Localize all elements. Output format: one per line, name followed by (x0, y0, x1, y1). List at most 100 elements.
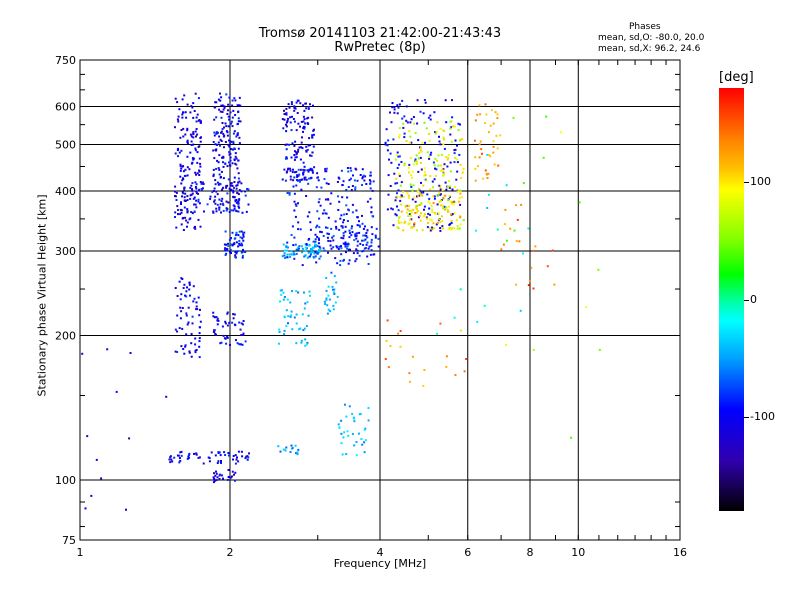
echo-point (232, 142, 235, 145)
echo-point (354, 260, 357, 263)
echo-point (364, 427, 367, 430)
echo-point (215, 316, 218, 319)
echo-point (180, 310, 183, 313)
echo-point (306, 122, 309, 124)
echo-point (184, 344, 187, 347)
echo-point (246, 188, 249, 190)
echo-point (223, 337, 226, 340)
echo-point (360, 438, 363, 440)
echo-point (336, 181, 339, 183)
echo-point (487, 172, 490, 175)
echo-point (215, 167, 218, 170)
echo-point (442, 207, 445, 210)
echo-point (429, 118, 432, 121)
echo-point (418, 204, 421, 206)
echo-point (225, 125, 228, 128)
echo-point (412, 163, 415, 166)
echo-point (422, 112, 425, 115)
echo-point (193, 297, 196, 300)
echo-point (289, 451, 292, 453)
echo-point (404, 221, 407, 223)
echo-point (222, 334, 225, 337)
echo-point (287, 315, 290, 318)
echo-point (202, 462, 205, 465)
echo-point (213, 118, 216, 121)
echo-point (396, 225, 399, 228)
echo-point (435, 131, 438, 133)
echo-point (397, 221, 400, 224)
echo-point (208, 457, 211, 460)
echo-point (302, 115, 305, 118)
echo-point (419, 214, 421, 217)
echo-point (192, 133, 195, 135)
echo-point (230, 122, 233, 125)
echo-point (391, 208, 394, 211)
echo-point (358, 413, 361, 416)
echo-point (228, 238, 231, 241)
echo-point (400, 210, 403, 213)
echo-point (317, 201, 320, 204)
echo-point (231, 162, 234, 165)
echo-point (215, 101, 218, 104)
echo-point (179, 175, 182, 178)
echo-point (178, 457, 181, 459)
echo-point (307, 182, 310, 185)
echo-point (285, 245, 288, 248)
echo-point (291, 115, 293, 118)
echo-point (448, 186, 451, 189)
echo-point (440, 153, 443, 156)
echo-point (199, 326, 201, 329)
echo-point (186, 103, 189, 106)
echo-point (292, 251, 295, 254)
echo-point (226, 165, 229, 168)
echo-point (334, 220, 337, 223)
echo-point (399, 345, 402, 348)
echo-point (353, 420, 356, 423)
echo-point (213, 157, 216, 160)
echo-point (342, 237, 345, 240)
echo-point (426, 151, 429, 154)
echo-point (294, 171, 296, 174)
echo-point (366, 236, 369, 239)
echo-point (238, 343, 241, 346)
echo-point (288, 143, 291, 146)
echo-point (344, 225, 347, 228)
echo-point (408, 171, 411, 174)
echo-point (393, 106, 396, 109)
echo-point (448, 195, 451, 198)
echo-point (291, 447, 294, 450)
echo-point (194, 149, 197, 152)
echo-point (371, 189, 374, 192)
echo-point (515, 240, 518, 243)
echo-point (434, 132, 437, 135)
echo-point (283, 254, 286, 257)
echo-point (410, 185, 413, 188)
echo-point (237, 117, 240, 120)
echo-point (502, 243, 505, 246)
echo-point (314, 233, 317, 236)
echo-point (442, 197, 445, 200)
echo-point (198, 337, 201, 340)
echo-point (217, 319, 220, 322)
echo-point (285, 123, 287, 126)
echo-point (318, 226, 321, 229)
echo-point (415, 229, 418, 232)
echo-point (441, 220, 444, 223)
echo-point (338, 200, 341, 203)
echo-point (296, 175, 299, 178)
echo-point (241, 455, 244, 458)
echo-point (184, 111, 187, 114)
echo-point (175, 199, 178, 201)
echo-point (198, 356, 201, 359)
echo-point (308, 211, 311, 214)
echo-point (285, 113, 288, 116)
echo-point (115, 390, 118, 393)
echo-point (445, 355, 448, 358)
echo-point (227, 201, 230, 204)
echo-point (475, 229, 477, 232)
echo-point (308, 290, 311, 293)
x-tick-label: 16 (673, 546, 687, 559)
echo-point (437, 154, 440, 157)
echo-point (433, 178, 436, 181)
echo-point (367, 263, 370, 265)
